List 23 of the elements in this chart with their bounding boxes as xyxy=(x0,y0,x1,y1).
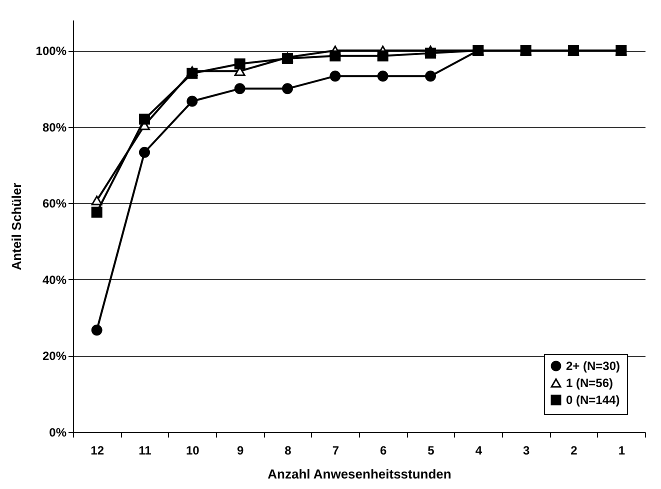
x-tick-label: 7 xyxy=(332,444,340,458)
y-axis-title: Anteil Schüler xyxy=(8,182,24,270)
x-tick-label: 5 xyxy=(428,444,435,458)
x-tick-label: 4 xyxy=(475,444,482,458)
legend-label: 0 (N=144) xyxy=(566,393,620,407)
x-tick-label: 12 xyxy=(90,444,104,458)
x-tick-label: 11 xyxy=(138,444,152,458)
y-tick-label: 40% xyxy=(42,272,67,287)
x-tick-label: 6 xyxy=(380,444,387,458)
y-tick-label: 0% xyxy=(49,426,67,440)
x-tick-label: 8 xyxy=(284,444,292,458)
legend-label: 1 (N=56) xyxy=(566,376,614,390)
x-tick-label: 10 xyxy=(186,444,200,458)
y-tick-label: 60% xyxy=(42,196,67,211)
legend-label: 2+ (N=30) xyxy=(566,359,620,373)
x-tick-label: 9 xyxy=(236,444,244,458)
x-tick-label: 2 xyxy=(570,444,578,458)
x-tick-label: 3 xyxy=(522,444,530,458)
x-tick-label: 1 xyxy=(618,444,626,458)
y-tick-label: 100% xyxy=(36,44,67,58)
y-tick-label: 20% xyxy=(42,349,67,364)
y-tick-label: 80% xyxy=(42,120,67,134)
x-axis-title: Anzahl Anwesenheitsstunden xyxy=(268,466,452,482)
